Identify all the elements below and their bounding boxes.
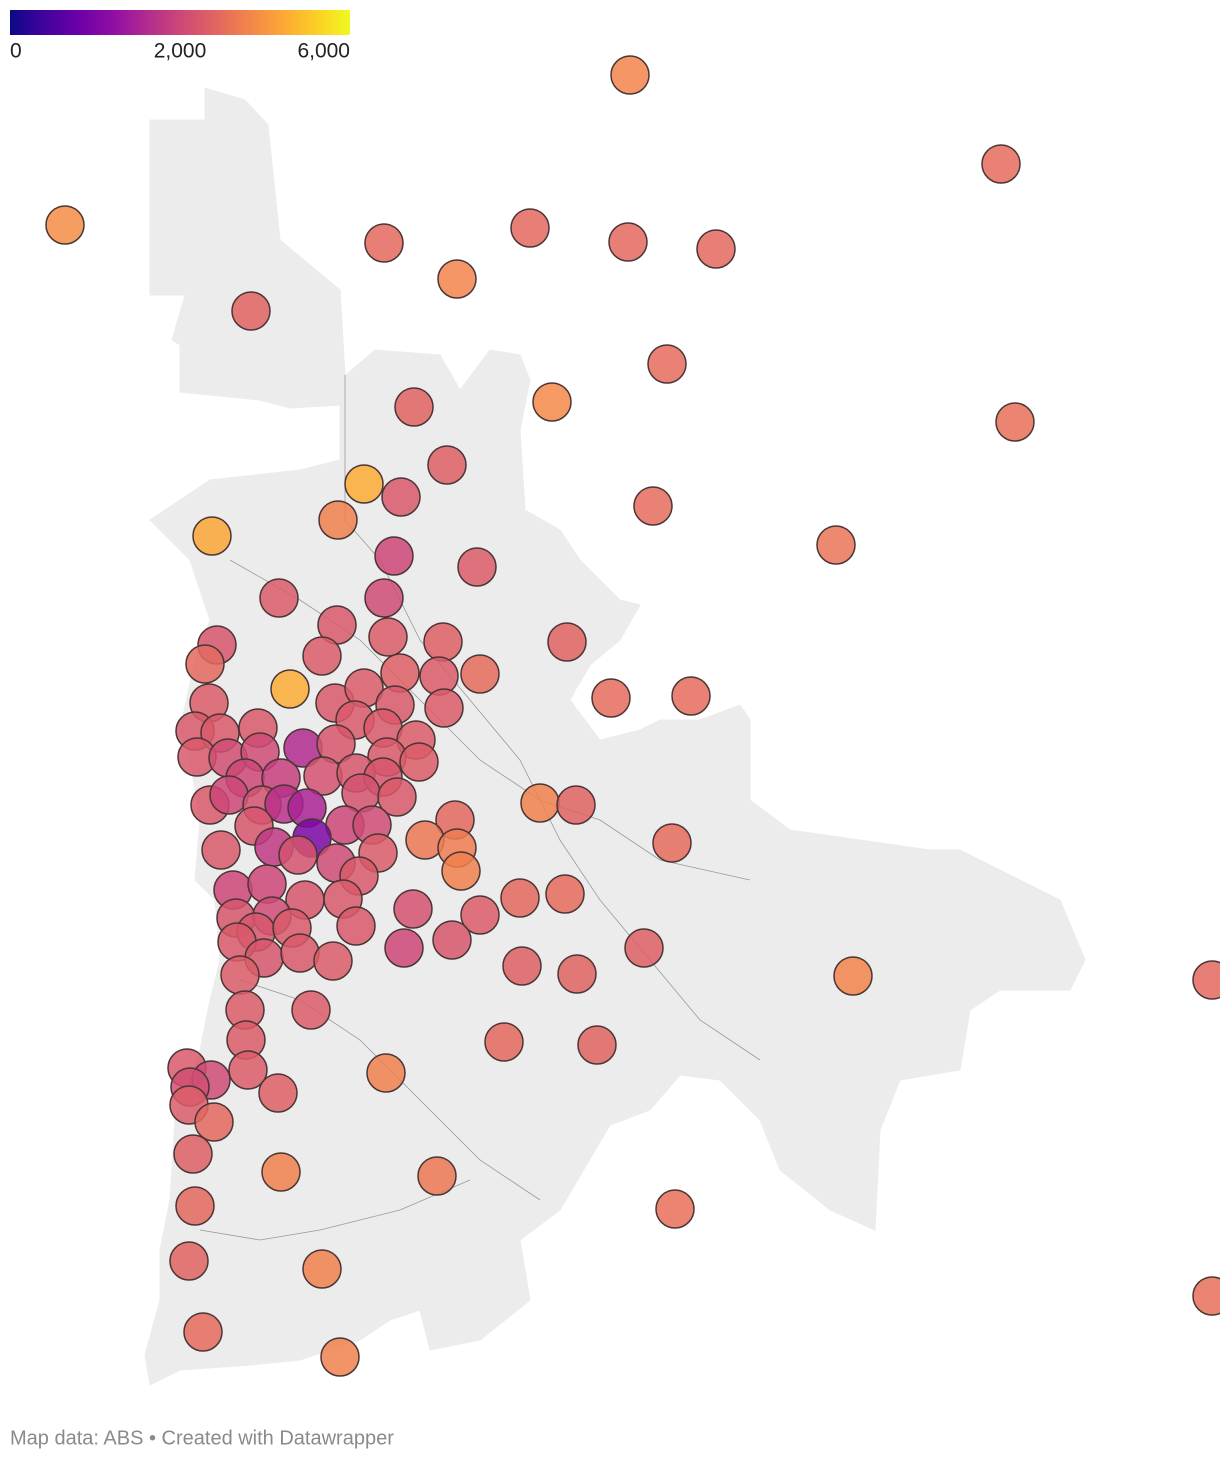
symbol: [1192, 1276, 1220, 1316]
symbol: [655, 1189, 695, 1229]
symbol: [374, 536, 414, 576]
symbol: [201, 830, 241, 870]
symbol: [320, 1337, 360, 1377]
symbol: [231, 291, 271, 331]
legend-tick-label: 0: [10, 40, 22, 63]
symbol: [557, 954, 597, 994]
symbol: [313, 941, 353, 981]
symbol: [427, 445, 467, 485]
symbol: [364, 223, 404, 263]
symbol: [209, 775, 249, 815]
symbol: [608, 222, 648, 262]
symbol: [460, 895, 500, 935]
symbol: [344, 464, 384, 504]
symbol: [833, 956, 873, 996]
symbol: [366, 1053, 406, 1093]
legend-tick-label: 6,000: [297, 40, 350, 63]
symbol: [424, 688, 464, 728]
symbol: [394, 387, 434, 427]
symbol: [302, 636, 342, 676]
symbol: [652, 823, 692, 863]
border: [199, 1179, 471, 1241]
legend-colorbar: [10, 10, 350, 35]
symbol: [577, 1025, 617, 1065]
symbol: [291, 990, 331, 1030]
region-north: [149, 87, 346, 409]
symbol: [381, 477, 421, 517]
symbol: [192, 516, 232, 556]
symbol: [377, 777, 417, 817]
symbol: [696, 229, 736, 269]
symbol: [547, 622, 587, 662]
symbol: [173, 1134, 213, 1174]
symbol: [270, 669, 310, 709]
symbol: [647, 344, 687, 384]
symbol: [175, 1186, 215, 1226]
symbol: [457, 547, 497, 587]
footer: Map data: ABS • Created with Datawrapper: [10, 1427, 394, 1449]
symbol: [417, 1156, 457, 1196]
symbol: [520, 783, 560, 823]
symbol: [981, 144, 1021, 184]
symbol: [423, 622, 463, 662]
symbol: [259, 578, 299, 618]
symbol: [1192, 960, 1220, 1000]
symbol: [185, 644, 225, 684]
symbol: [591, 678, 631, 718]
symbol: [399, 742, 439, 782]
symbol: [995, 402, 1035, 442]
symbol: [545, 874, 585, 914]
symbol: [302, 1249, 342, 1289]
symbol: [510, 208, 550, 248]
symbol: [220, 955, 260, 995]
border: [229, 559, 751, 881]
symbol: [484, 1022, 524, 1062]
symbol: [432, 920, 472, 960]
symbol: [460, 654, 500, 694]
symbol: [368, 617, 408, 657]
symbol: [500, 878, 540, 918]
symbol: [556, 785, 596, 825]
symbol: [624, 928, 664, 968]
symbol: [532, 382, 572, 422]
symbol: [816, 525, 856, 565]
symbol: [441, 851, 481, 891]
symbol: [228, 1050, 268, 1090]
symbol: [336, 906, 376, 946]
symbol: [45, 205, 85, 245]
symbol: [278, 835, 318, 875]
symbol: [384, 928, 424, 968]
symbol: [633, 486, 673, 526]
symbol: [280, 933, 320, 973]
symbol: [194, 1102, 234, 1142]
symbol: [261, 1152, 301, 1192]
symbol: [437, 259, 477, 299]
border: [344, 375, 761, 1061]
symbol: [183, 1312, 223, 1352]
symbols: [45, 55, 1220, 1377]
legend-tick-label: 2,000: [154, 40, 207, 63]
symbol: [393, 889, 433, 929]
symbol: [318, 500, 358, 540]
symbol: [258, 1073, 298, 1113]
symbol: [610, 55, 650, 95]
symbol: [502, 946, 542, 986]
symbol: [671, 676, 711, 716]
symbol: [364, 578, 404, 618]
symbol: [169, 1241, 209, 1281]
